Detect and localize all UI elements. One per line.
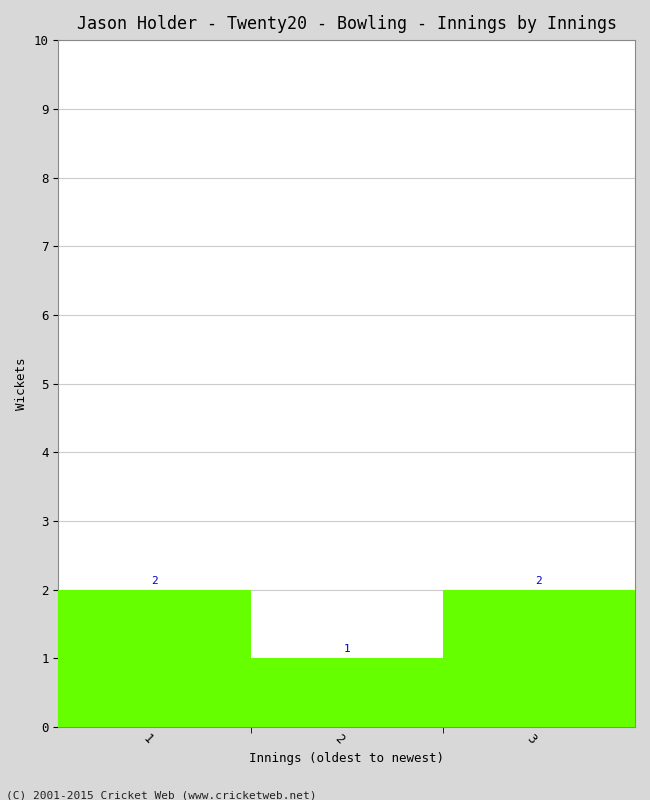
Text: 2: 2 [151, 575, 158, 586]
Text: 2: 2 [536, 575, 542, 586]
X-axis label: Innings (oldest to newest): Innings (oldest to newest) [249, 752, 444, 765]
Bar [58, 590, 250, 727]
Title: Jason Holder - Twenty20 - Bowling - Innings by Innings: Jason Holder - Twenty20 - Bowling - Inni… [77, 15, 617, 33]
Text: (C) 2001-2015 Cricket Web (www.cricketweb.net): (C) 2001-2015 Cricket Web (www.cricketwe… [6, 790, 317, 800]
Text: 1: 1 [343, 644, 350, 654]
Y-axis label: Wickets: Wickets [15, 358, 28, 410]
Bar [250, 658, 443, 727]
Bar [443, 590, 635, 727]
